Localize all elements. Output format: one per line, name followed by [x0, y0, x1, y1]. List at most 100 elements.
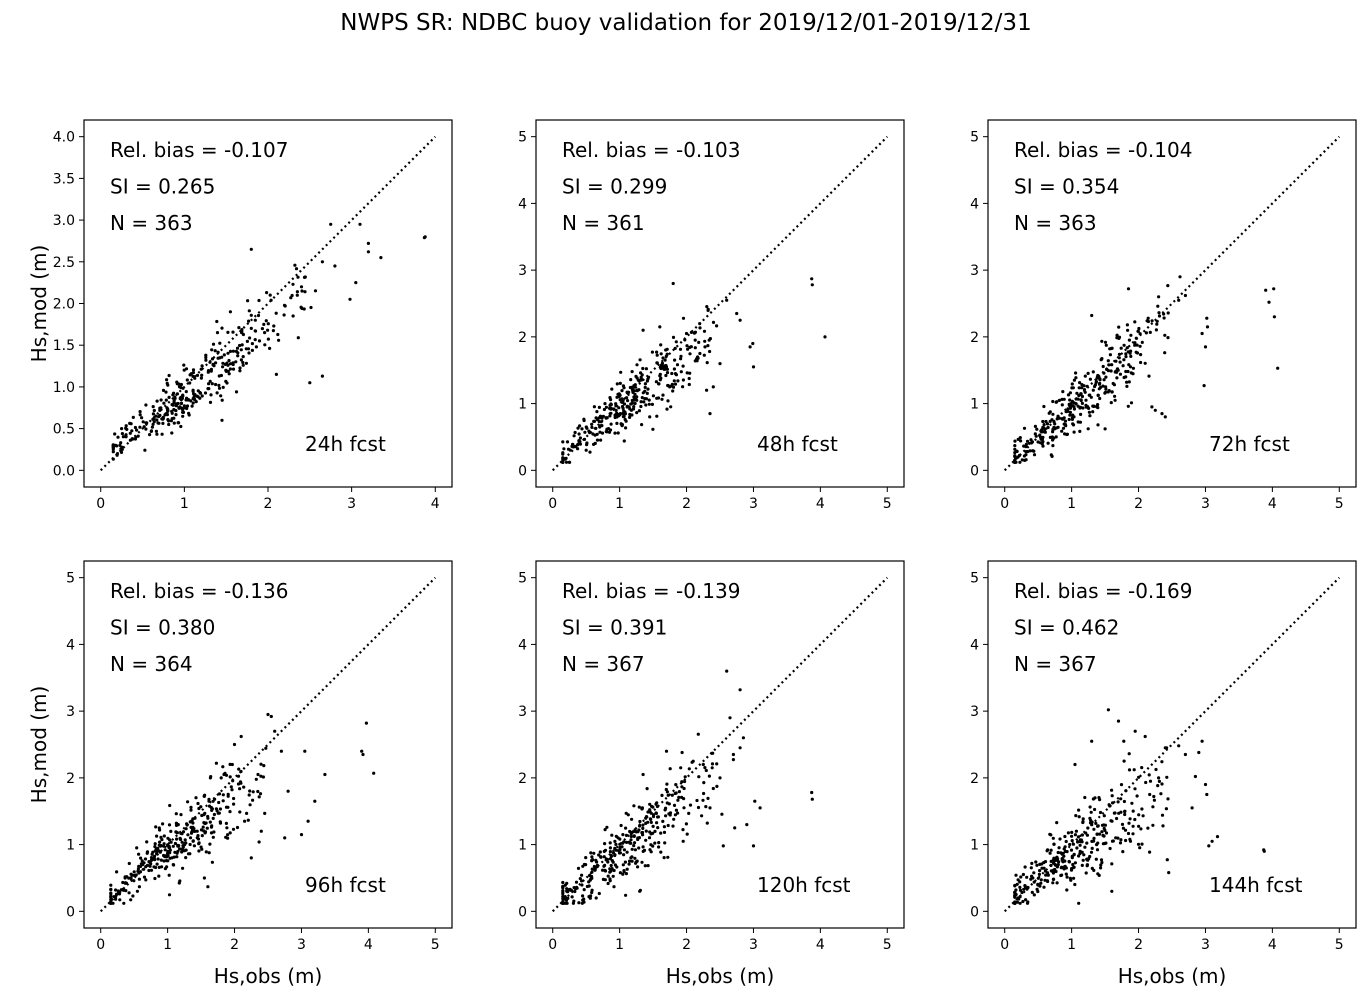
data-point — [1128, 817, 1132, 821]
data-point — [614, 404, 618, 408]
data-point — [1121, 826, 1125, 830]
data-point — [232, 802, 236, 806]
data-point — [366, 241, 370, 245]
y-tick-label: 0 — [970, 904, 979, 920]
data-point — [629, 378, 633, 382]
data-point — [130, 437, 135, 441]
data-point — [1140, 807, 1144, 811]
data-point — [1095, 405, 1099, 409]
data-point — [216, 356, 220, 360]
data-point — [191, 821, 195, 825]
data-point — [1062, 854, 1066, 858]
data-point — [141, 863, 145, 867]
data-point — [208, 400, 213, 404]
data-point — [671, 389, 675, 393]
data-point — [1138, 846, 1142, 850]
data-point — [665, 782, 669, 786]
data-point — [627, 862, 631, 866]
data-point — [597, 405, 602, 409]
data-point — [1077, 815, 1081, 819]
data-point — [1096, 872, 1100, 876]
data-point — [1066, 407, 1070, 411]
y-tick-label: 2.5 — [53, 255, 75, 271]
data-point — [114, 892, 119, 896]
data-point — [138, 425, 142, 429]
data-point — [257, 795, 261, 799]
data-point — [641, 845, 645, 849]
data-point — [274, 311, 278, 315]
data-point — [1098, 810, 1103, 815]
data-point — [628, 859, 632, 863]
data-point — [598, 414, 603, 418]
data-point — [640, 423, 644, 427]
data-point — [1035, 427, 1039, 431]
data-point — [715, 784, 719, 789]
data-point — [1042, 404, 1046, 409]
data-point — [612, 407, 616, 411]
data-point — [1051, 438, 1055, 442]
data-point — [155, 862, 159, 866]
data-point — [660, 793, 664, 798]
data-point — [608, 406, 612, 410]
data-point — [1061, 417, 1065, 421]
data-point — [1153, 408, 1157, 412]
data-point — [1077, 808, 1081, 812]
data-point — [1136, 329, 1140, 333]
data-point — [1163, 351, 1167, 355]
data-point — [1033, 424, 1037, 428]
data-point — [291, 314, 295, 318]
data-point — [210, 348, 214, 352]
data-point — [629, 834, 633, 839]
data-point — [588, 450, 592, 454]
data-point — [191, 825, 195, 829]
data-point — [149, 858, 153, 863]
data-point — [641, 826, 645, 831]
data-point — [235, 346, 240, 350]
data-point — [179, 424, 183, 429]
data-point — [1086, 427, 1090, 431]
data-point — [226, 833, 230, 837]
data-point — [1118, 841, 1123, 845]
one-to-one-line — [1003, 135, 1341, 472]
data-point — [151, 412, 155, 416]
data-point — [165, 378, 169, 382]
data-point — [185, 406, 189, 411]
data-point — [129, 898, 133, 902]
data-point — [257, 840, 261, 844]
data-point — [167, 873, 171, 877]
data-point — [174, 402, 178, 406]
data-point — [251, 790, 255, 794]
data-point — [643, 382, 648, 386]
data-point — [1148, 779, 1153, 783]
data-point — [161, 421, 165, 425]
data-point — [165, 413, 169, 417]
data-point — [685, 344, 689, 348]
data-point — [615, 421, 619, 425]
data-point — [685, 371, 689, 375]
data-point — [682, 786, 686, 791]
data-point — [612, 868, 616, 873]
data-point — [1036, 883, 1040, 887]
data-point — [1096, 423, 1100, 427]
y-tick-label: 2 — [970, 330, 979, 346]
data-point — [1068, 398, 1072, 402]
data-point — [644, 829, 648, 833]
data-point — [645, 391, 649, 395]
data-point — [628, 841, 632, 845]
y-tick-label: 2 — [518, 330, 527, 346]
data-point — [598, 424, 603, 428]
data-point — [582, 897, 586, 901]
data-point — [1074, 371, 1078, 375]
x-tick-label: 1 — [615, 937, 624, 953]
data-point — [608, 879, 612, 883]
data-point — [1067, 860, 1071, 864]
data-point — [701, 762, 705, 767]
data-point — [238, 369, 242, 373]
data-point — [698, 322, 702, 326]
data-point — [109, 895, 113, 899]
data-point — [1044, 419, 1048, 424]
data-point — [595, 418, 600, 422]
data-point — [1048, 851, 1052, 855]
data-point — [664, 787, 668, 792]
data-point — [659, 831, 663, 835]
